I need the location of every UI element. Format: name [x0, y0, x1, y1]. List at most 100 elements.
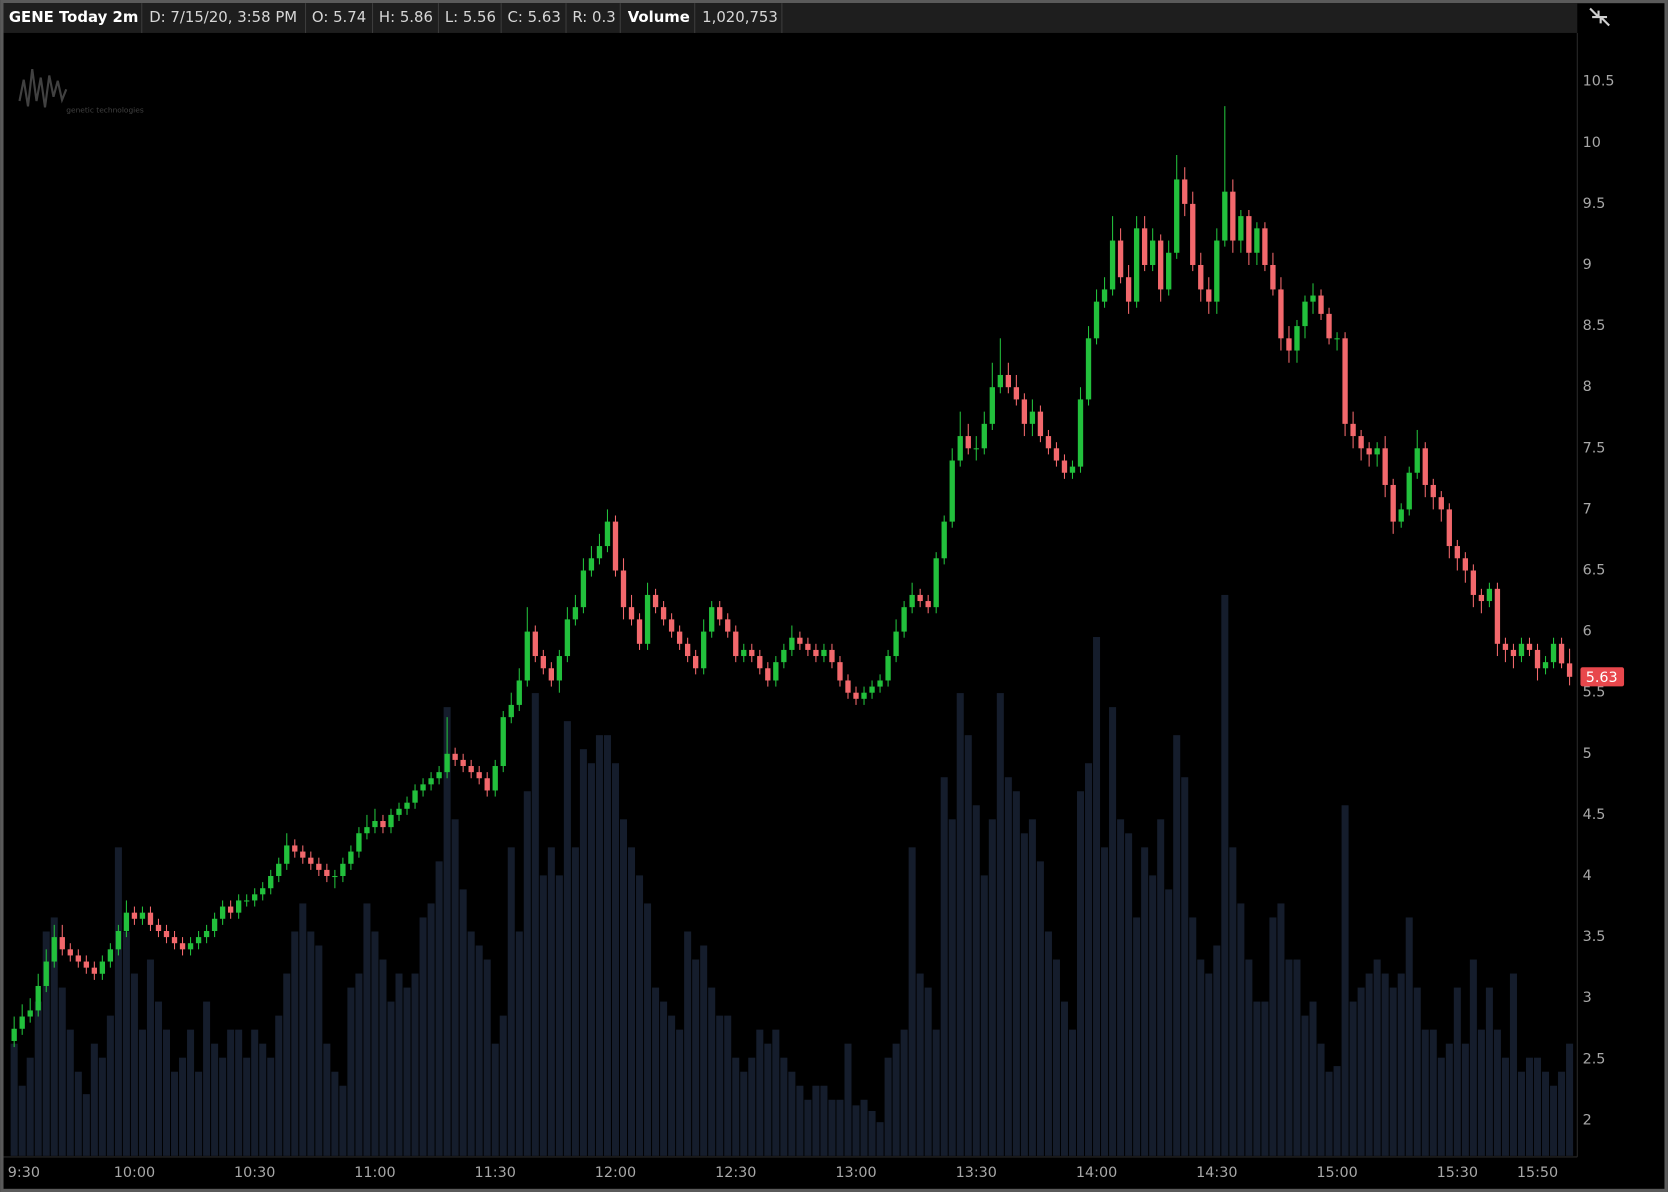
candle-body	[1326, 313, 1332, 339]
candle-body	[219, 906, 226, 919]
volume-bar	[708, 987, 716, 1156]
candle-body	[1430, 484, 1436, 498]
candle-body	[115, 930, 122, 950]
volume-bar	[860, 1099, 868, 1156]
candle-body	[1262, 228, 1268, 265]
candle-body	[236, 900, 242, 913]
candle-body	[893, 631, 899, 657]
volume-bar	[10, 1043, 18, 1156]
candle-body	[1310, 295, 1316, 302]
candle-body	[476, 772, 482, 779]
volume-bar	[1028, 819, 1036, 1156]
volume-bar	[1261, 1001, 1269, 1156]
volume-bar	[1349, 1001, 1357, 1156]
volume-bar	[219, 1057, 227, 1156]
volume-bar	[563, 721, 571, 1156]
volume-bar	[684, 931, 692, 1156]
last-price-label: 5.63	[1586, 670, 1618, 686]
volume-bar	[90, 1043, 98, 1156]
volume-bar	[1285, 959, 1293, 1156]
candle-body	[1238, 216, 1244, 241]
volume-bar	[483, 959, 491, 1156]
candle-body	[1438, 497, 1444, 510]
volume-bar	[1253, 1001, 1261, 1156]
volume-bar	[555, 875, 563, 1156]
volume-bar	[876, 1122, 884, 1156]
y-tick-label: 4.5	[1583, 807, 1606, 823]
candle-body	[356, 833, 362, 852]
date: D: 7/15/20, 3:58 PM	[149, 8, 297, 26]
watermark: genetic technologies	[66, 106, 144, 115]
volume-bar	[130, 973, 138, 1156]
candle-body	[324, 869, 330, 877]
x-tick-label: 15:00	[1316, 1165, 1357, 1181]
volume-bar	[1333, 1066, 1341, 1156]
candle-body	[1037, 411, 1044, 437]
candle-body	[83, 961, 89, 968]
candle-body	[292, 845, 298, 852]
symbol[interactable]: GENE Today 2m	[9, 8, 139, 26]
range: R: 0.3	[572, 8, 615, 26]
candle-body	[885, 656, 891, 681]
y-tick-label: 6	[1583, 624, 1592, 640]
candle-body	[155, 924, 162, 931]
volume-bar	[644, 903, 652, 1156]
candle-body	[171, 937, 178, 944]
y-tick-label: 7.5	[1583, 440, 1606, 456]
candle-body	[1526, 643, 1533, 650]
volume-layer	[10, 594, 1574, 1156]
candle-body	[749, 649, 755, 657]
candle-body	[596, 546, 603, 559]
volume-bar	[315, 945, 323, 1156]
volume-bar	[1533, 1057, 1542, 1156]
volume-bar	[1044, 931, 1052, 1156]
candle-body	[1454, 546, 1460, 559]
volume-bar	[1566, 1043, 1574, 1156]
volume-bar	[66, 1029, 74, 1156]
candle-body	[1150, 240, 1156, 265]
candle-body	[396, 808, 402, 815]
volume-bar	[571, 847, 579, 1156]
candle-body	[436, 772, 442, 779]
candle-body	[404, 802, 410, 809]
volume-bar	[1020, 833, 1028, 1156]
candle-body	[1270, 264, 1276, 290]
volume-bar	[114, 847, 122, 1156]
volume-bar	[1060, 1001, 1068, 1156]
x-tick-label: 13:30	[956, 1165, 997, 1181]
candle-body	[1182, 179, 1188, 204]
volume-bar	[996, 693, 1004, 1156]
candle-body	[75, 955, 81, 962]
volume-bar	[283, 973, 291, 1156]
volume-bar	[1213, 945, 1221, 1156]
candle-body	[428, 778, 434, 785]
volume-bar	[146, 959, 154, 1156]
volume-bar	[924, 987, 932, 1156]
volume-bar	[259, 1043, 267, 1156]
candle-body	[1470, 570, 1477, 595]
volume-bar	[1357, 987, 1365, 1156]
volume-bar	[804, 1099, 812, 1156]
x-tick-label: 14:00	[1076, 1165, 1117, 1181]
volume-bar	[692, 959, 700, 1156]
candle-body	[1278, 289, 1284, 339]
volume-bar	[122, 931, 130, 1156]
candle-body	[741, 649, 747, 657]
candle-body	[412, 790, 418, 803]
candle-body	[1542, 662, 1549, 669]
candle-body	[187, 943, 194, 950]
collapse-icon[interactable]	[1589, 7, 1610, 27]
candle-body	[973, 448, 979, 450]
y-tick-label: 2.5	[1583, 1051, 1606, 1067]
candle-body	[1093, 301, 1100, 339]
volume-bar	[748, 1057, 756, 1156]
candle-body	[19, 1016, 25, 1029]
candle-body	[203, 930, 210, 938]
volume-bar	[676, 1029, 684, 1156]
candle-body	[460, 759, 466, 767]
volume-bar	[652, 987, 660, 1156]
candle-body	[548, 668, 555, 681]
candle-body	[372, 821, 378, 828]
candle-body	[652, 594, 659, 608]
candle-body	[1117, 240, 1124, 278]
